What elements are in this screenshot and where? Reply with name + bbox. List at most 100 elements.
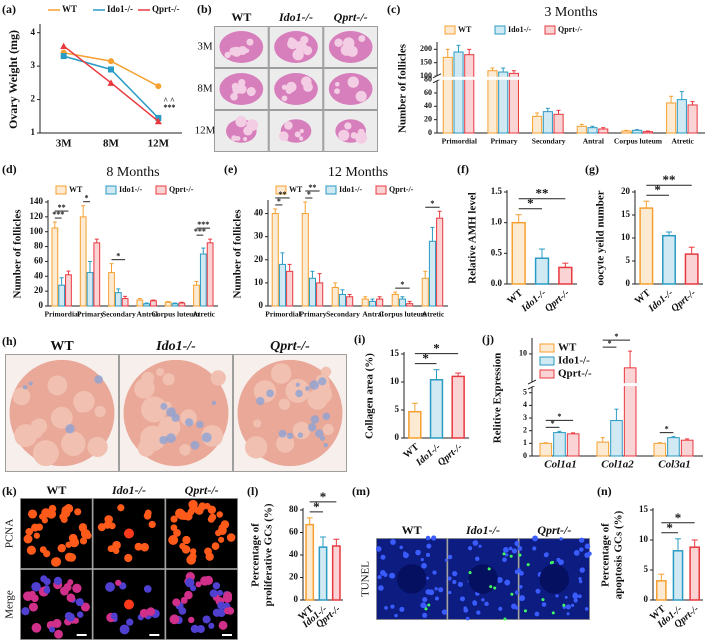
follicle	[246, 119, 259, 131]
y-tick-label: 0	[294, 594, 299, 604]
follicle	[334, 88, 340, 95]
legend-label: Qprt-/-	[558, 368, 592, 380]
nucleus	[587, 551, 592, 556]
nucleus	[188, 552, 197, 561]
nucleus	[380, 554, 386, 560]
y-tick-label: 1.0	[491, 217, 503, 227]
panel-label: (b)	[197, 2, 212, 16]
collagen	[65, 424, 75, 434]
bar	[689, 546, 700, 601]
bar	[301, 213, 309, 307]
nucleus	[169, 614, 180, 625]
y-axis-label: Collagen area (%)	[364, 353, 376, 439]
nucleus	[54, 629, 63, 639]
follicle	[286, 81, 297, 93]
panel-label: (j)	[482, 332, 494, 346]
nucleus	[172, 598, 181, 607]
bar	[429, 379, 444, 439]
bar	[346, 296, 354, 307]
nucleus	[134, 542, 143, 551]
y-tick-label: 100	[420, 71, 432, 80]
axis-break-mark	[432, 73, 442, 79]
nucleus	[578, 577, 582, 581]
x-tick-label: 3M	[56, 138, 73, 150]
panel-label: (d)	[2, 162, 17, 176]
follicle	[137, 439, 155, 457]
nucleus	[79, 525, 87, 533]
bar	[542, 111, 553, 134]
chart-title: 3 Months	[544, 5, 597, 20]
oocyte	[124, 528, 134, 539]
apoptotic-cell	[427, 603, 431, 607]
chart-title: 12 Months	[328, 165, 388, 180]
significance-label: ***	[194, 227, 206, 236]
nucleus	[46, 509, 57, 519]
row-label: 8M	[197, 83, 213, 95]
point	[60, 42, 68, 50]
nucleus	[390, 539, 396, 545]
nucleus	[572, 593, 579, 599]
apoptotic-cell	[509, 554, 513, 558]
nucleus	[207, 515, 215, 523]
significance-label: *	[320, 489, 327, 504]
x-tick-label: Primary	[490, 137, 517, 146]
nucleus	[117, 504, 125, 512]
x-tick-label: Antral	[137, 310, 158, 319]
nucleus	[505, 553, 509, 557]
nucleus	[420, 558, 424, 562]
bar	[553, 432, 566, 457]
y-tick-label: 20	[34, 285, 44, 295]
nucleus	[399, 545, 403, 550]
nucleus	[415, 549, 421, 556]
follicle	[235, 135, 241, 141]
bar	[428, 240, 437, 307]
nucleus	[517, 546, 523, 551]
nucleus	[535, 588, 541, 594]
follicle	[210, 370, 226, 386]
nucleus	[532, 535, 539, 542]
follicle	[61, 431, 86, 457]
bar	[93, 242, 101, 307]
bar	[178, 302, 186, 307]
apoptotic-cell	[502, 552, 506, 556]
bar	[667, 437, 680, 457]
nucleus	[139, 608, 149, 618]
x-tick-label: Antral	[583, 137, 604, 146]
collagen	[315, 429, 324, 438]
follicle	[244, 436, 268, 459]
follicle	[55, 409, 73, 427]
panel-label: (e)	[224, 162, 237, 176]
nucleus	[84, 532, 92, 540]
follicle	[292, 49, 304, 61]
panel-label: (a)	[2, 2, 16, 16]
point	[155, 83, 162, 90]
nucleus	[61, 505, 71, 516]
collagen	[159, 435, 168, 445]
legend-swatch	[544, 25, 556, 35]
nucleus	[389, 572, 396, 579]
y-axis-label: Relative AMH level	[467, 192, 479, 284]
nucleus	[26, 545, 36, 555]
collagen	[319, 435, 326, 441]
significance-label: *	[116, 251, 120, 260]
bar	[642, 131, 653, 134]
nucleus	[465, 616, 470, 621]
significance-label: ***	[197, 220, 209, 229]
oocyte	[124, 599, 134, 610]
nucleus	[31, 582, 41, 592]
axis-break-gap	[438, 76, 705, 80]
bar	[286, 270, 294, 307]
nucleus	[555, 594, 559, 598]
follicle	[338, 129, 350, 141]
nucleus	[181, 545, 191, 554]
nucleus	[190, 624, 200, 634]
oocyte	[539, 564, 570, 594]
bar	[684, 253, 699, 285]
x-tick-label: Secondary	[532, 137, 566, 146]
panel-label: (k)	[2, 484, 17, 498]
nucleus	[195, 581, 202, 588]
nucleus	[565, 604, 571, 610]
y-tick-label: 40	[289, 549, 299, 559]
bar	[143, 303, 151, 307]
